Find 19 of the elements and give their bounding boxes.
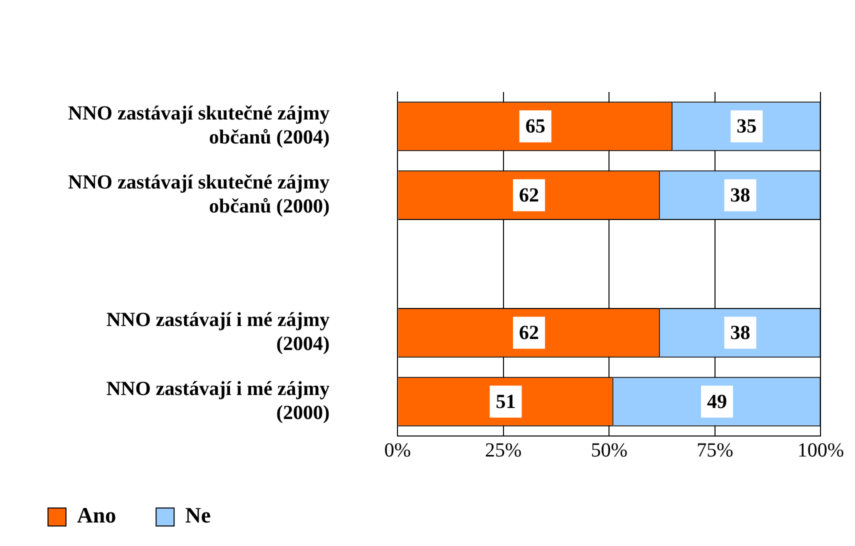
x-tick-label: 25% [485, 439, 522, 462]
x-tick-label: 75% [696, 439, 734, 462]
y-tick-label: NNO zastávají skutečné zájmy občanů (2004) [68, 102, 330, 149]
x-tick-label: 100% [797, 439, 844, 462]
data-label: 38 [730, 184, 750, 206]
x-tick-label: 0% [384, 439, 411, 462]
legend-label: Ne [185, 502, 212, 528]
data-label: 65 [525, 116, 546, 138]
y-tick-label: NNO zastávají i mé zájmy (2000) [106, 378, 330, 424]
data-label: 35 [736, 116, 757, 138]
data-label: 38 [730, 322, 750, 344]
data-label: 51 [496, 390, 516, 413]
legend-label: Ano [77, 502, 116, 528]
x-tick-label: 50% [590, 439, 628, 462]
data-label: 49 [707, 390, 728, 413]
data-label: 62 [519, 184, 540, 206]
data-label: 62 [519, 322, 540, 344]
y-tick-label: NNO zastávají skutečné zájmy občanů (2000) [68, 171, 330, 218]
y-tick-label: NNO zastávají i mé zájmy (2004) [106, 308, 330, 355]
